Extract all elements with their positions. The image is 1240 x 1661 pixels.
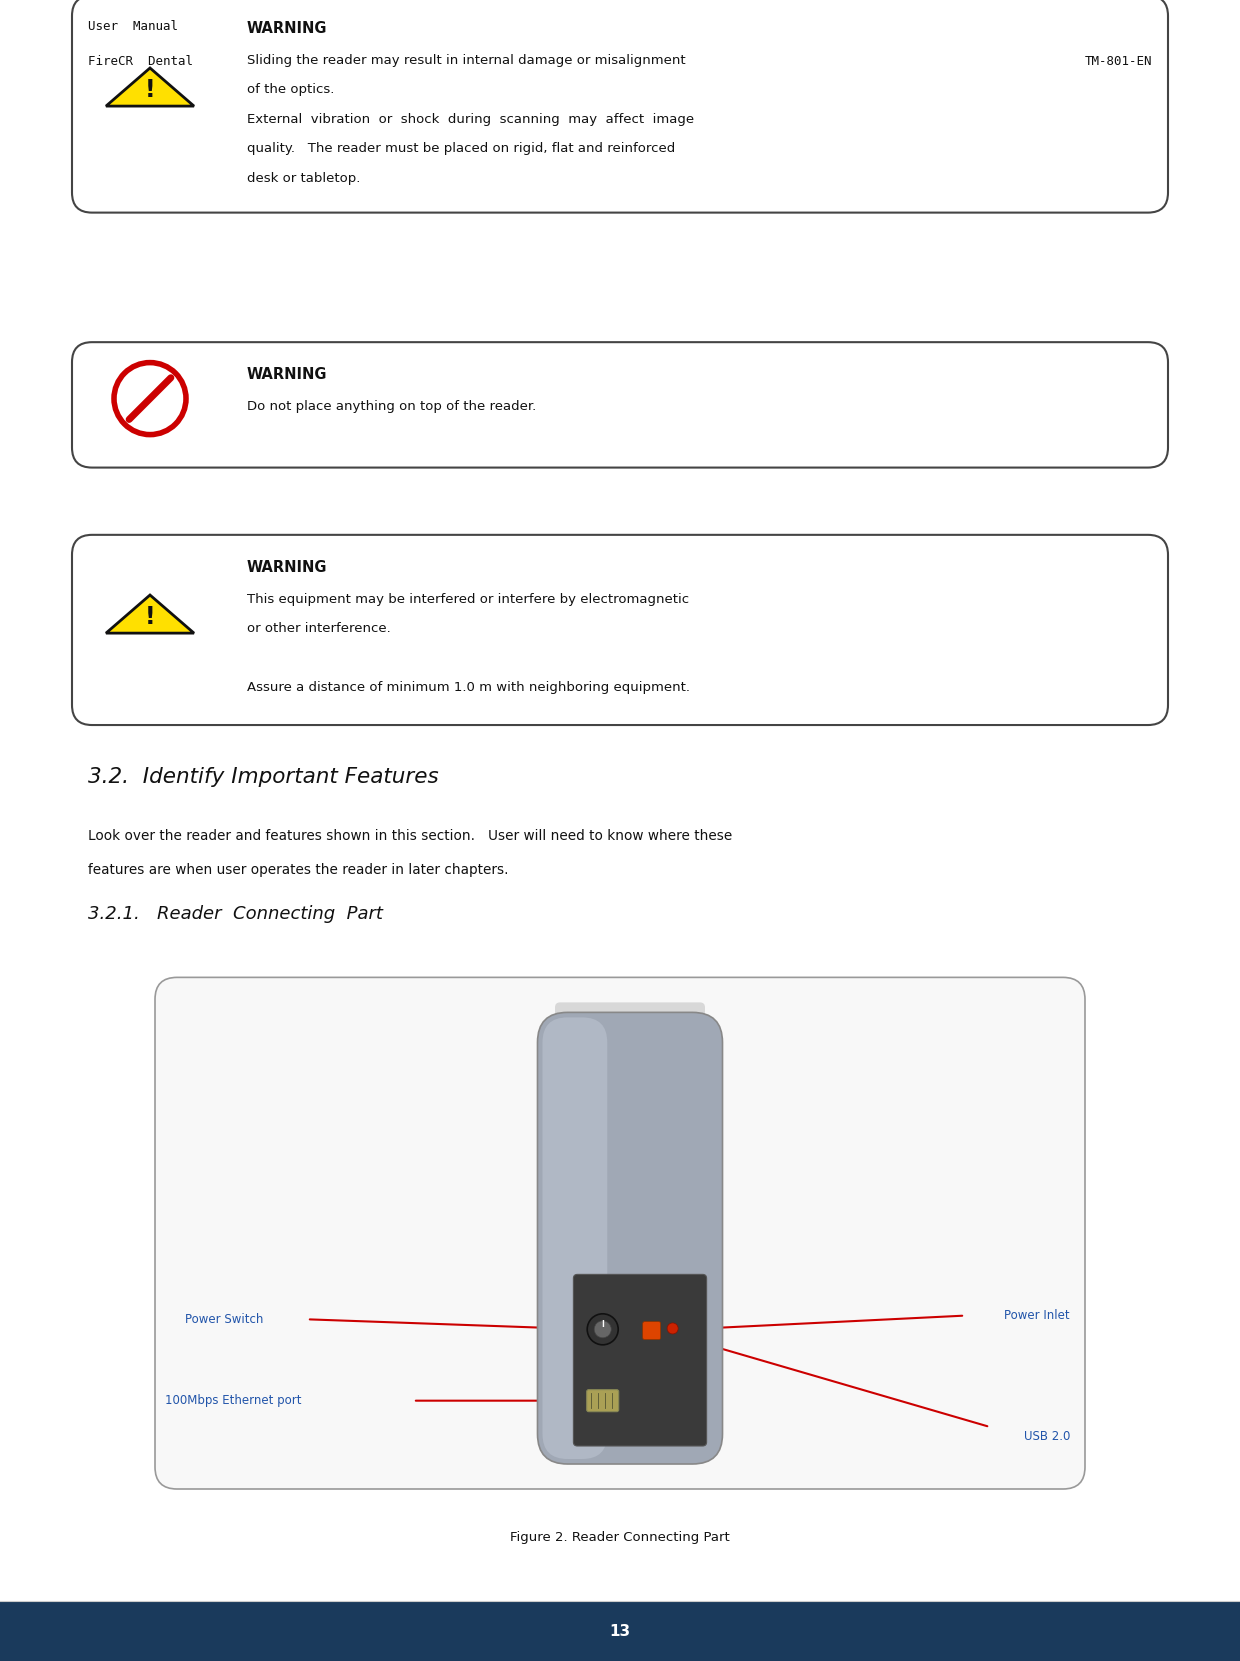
FancyBboxPatch shape — [642, 1322, 661, 1340]
Text: 3.2.1.   Reader  Connecting  Part: 3.2.1. Reader Connecting Part — [88, 905, 383, 924]
FancyBboxPatch shape — [537, 1013, 723, 1463]
Circle shape — [588, 1314, 619, 1345]
Text: 3.2.  Identify Important Features: 3.2. Identify Important Features — [88, 767, 439, 787]
Text: quality.   The reader must be placed on rigid, flat and reinforced: quality. The reader must be placed on ri… — [247, 143, 676, 156]
Text: External  vibration  or  shock  during  scanning  may  affect  image: External vibration or shock during scann… — [247, 113, 694, 126]
Bar — [0, 1601, 1240, 1661]
Text: of the optics.: of the optics. — [247, 83, 335, 96]
Text: or other interference.: or other interference. — [247, 623, 391, 636]
FancyBboxPatch shape — [543, 1018, 608, 1458]
Text: Power Switch: Power Switch — [185, 1312, 263, 1325]
Text: Assure a distance of minimum 1.0 m with neighboring equipment.: Assure a distance of minimum 1.0 m with … — [247, 681, 689, 694]
Text: Sliding the reader may result in internal damage or misalignment: Sliding the reader may result in interna… — [247, 53, 686, 66]
FancyBboxPatch shape — [72, 0, 1168, 213]
Text: Do not place anything on top of the reader.: Do not place anything on top of the read… — [247, 400, 536, 414]
Text: This equipment may be interfered or interfere by electromagnetic: This equipment may be interfered or inte… — [247, 593, 689, 606]
Text: desk or tabletop.: desk or tabletop. — [247, 171, 361, 184]
Text: features are when user operates the reader in later chapters.: features are when user operates the read… — [88, 864, 508, 877]
Circle shape — [594, 1320, 611, 1337]
Text: 13: 13 — [609, 1623, 631, 1638]
Text: User  Manual: User Manual — [88, 20, 179, 33]
Text: 100Mbps Ethernet port: 100Mbps Ethernet port — [165, 1394, 301, 1407]
Text: WARNING: WARNING — [247, 367, 327, 382]
Text: TM-801-EN: TM-801-EN — [1085, 55, 1152, 68]
Text: !: ! — [145, 78, 155, 101]
FancyBboxPatch shape — [556, 1002, 706, 1229]
Text: FireCR  Dental: FireCR Dental — [88, 55, 193, 68]
Polygon shape — [105, 595, 193, 633]
Text: USB 2.0: USB 2.0 — [1024, 1430, 1070, 1443]
Text: Look over the reader and features shown in this section.   User will need to kno: Look over the reader and features shown … — [88, 829, 733, 844]
Text: WARNING: WARNING — [247, 560, 327, 575]
Circle shape — [114, 362, 186, 435]
Text: WARNING: WARNING — [247, 22, 327, 37]
Circle shape — [667, 1322, 678, 1334]
Text: Power Inlet: Power Inlet — [1004, 1309, 1070, 1322]
FancyBboxPatch shape — [573, 1274, 707, 1447]
Text: !: ! — [145, 605, 155, 630]
FancyBboxPatch shape — [72, 342, 1168, 468]
Polygon shape — [105, 68, 193, 106]
FancyBboxPatch shape — [72, 535, 1168, 724]
Text: I: I — [601, 1320, 604, 1329]
FancyBboxPatch shape — [155, 977, 1085, 1488]
FancyBboxPatch shape — [587, 1390, 619, 1412]
Text: Figure 2. Reader Connecting Part: Figure 2. Reader Connecting Part — [510, 1531, 730, 1545]
